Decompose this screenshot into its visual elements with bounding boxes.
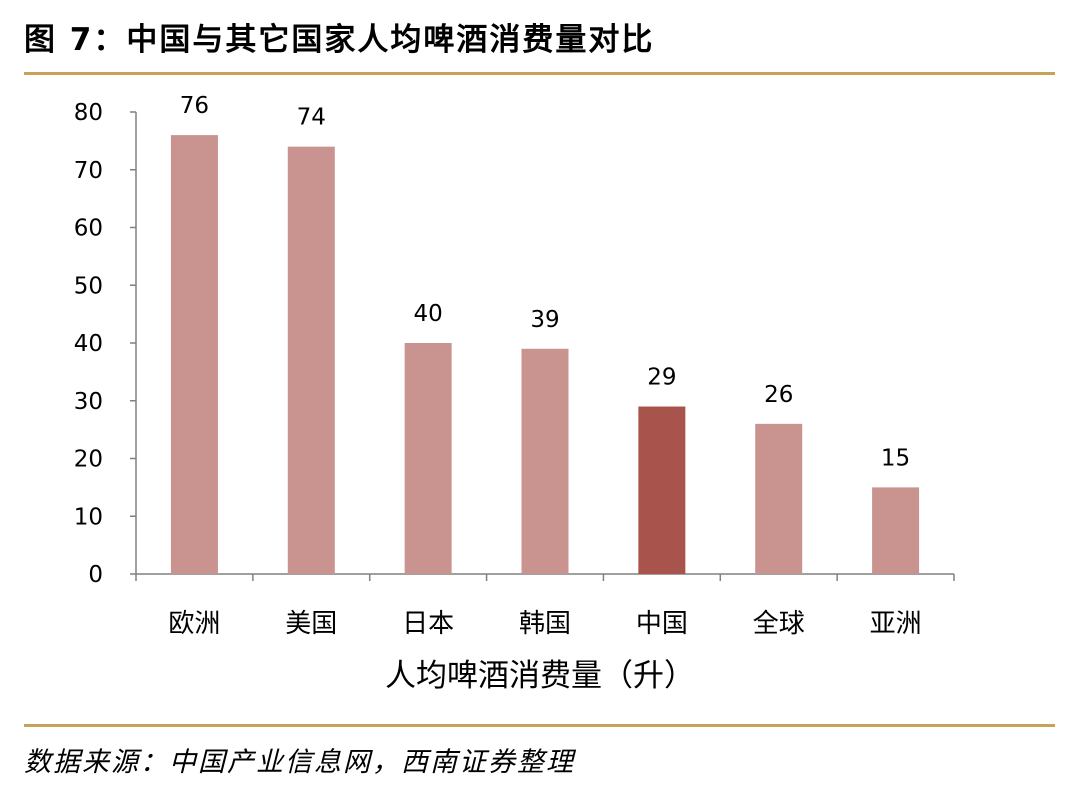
category-label: 美国 [285, 609, 337, 639]
category-label: 亚洲 [870, 609, 922, 639]
y-tick-label: 60 [74, 216, 103, 242]
y-tick-label: 0 [88, 562, 103, 588]
bar-2 [287, 146, 335, 574]
bars [170, 135, 920, 574]
category-label: 中国 [636, 609, 688, 639]
bar-1 [170, 135, 218, 574]
data-label: 39 [530, 307, 559, 333]
figure-title: 图 7：中国与其它国家人均啤酒消费量对比 [24, 22, 655, 58]
x-axis [135, 573, 955, 581]
data-label: 29 [647, 365, 676, 391]
y-tick-label: 30 [74, 389, 103, 415]
data-label: 74 [297, 105, 326, 131]
bar-3 [404, 343, 452, 574]
bar-7 [872, 487, 920, 574]
y-tick-label: 10 [74, 504, 103, 530]
bar-5 [638, 406, 686, 574]
data-label: 15 [881, 445, 910, 471]
source-note: 数据来源：中国产业信息网，西南证券整理 [24, 747, 575, 778]
y-tick-label: 80 [74, 100, 103, 126]
bar-6 [755, 423, 803, 574]
category-label: 韩国 [519, 609, 571, 639]
category-labels: 欧洲 美国 日本 韩国 中国 全球 亚洲 [168, 609, 921, 639]
y-axis: 0 10 20 30 40 50 60 70 80 [74, 100, 137, 588]
data-label: 40 [414, 301, 443, 327]
bottom-rule [24, 724, 1055, 727]
y-tick-label: 70 [74, 158, 103, 184]
x-axis-title: 人均啤酒消费量（升） [385, 658, 695, 694]
category-label: 全球 [753, 609, 805, 639]
top-rule [24, 72, 1055, 75]
category-label: 欧洲 [168, 609, 220, 639]
y-tick-label: 50 [74, 273, 103, 299]
data-labels: 76 74 40 39 29 26 15 [180, 93, 910, 471]
data-label: 76 [180, 93, 209, 119]
y-tick-label: 40 [74, 331, 103, 357]
bar-4 [521, 348, 569, 574]
data-label: 26 [764, 382, 793, 408]
y-tick-label: 20 [74, 447, 103, 473]
category-label: 日本 [402, 609, 454, 639]
bar-chart: 0 10 20 30 40 50 60 70 80 76 74 40 39 29 26 15 欧洲 美国 日本 韩… [74, 93, 955, 694]
